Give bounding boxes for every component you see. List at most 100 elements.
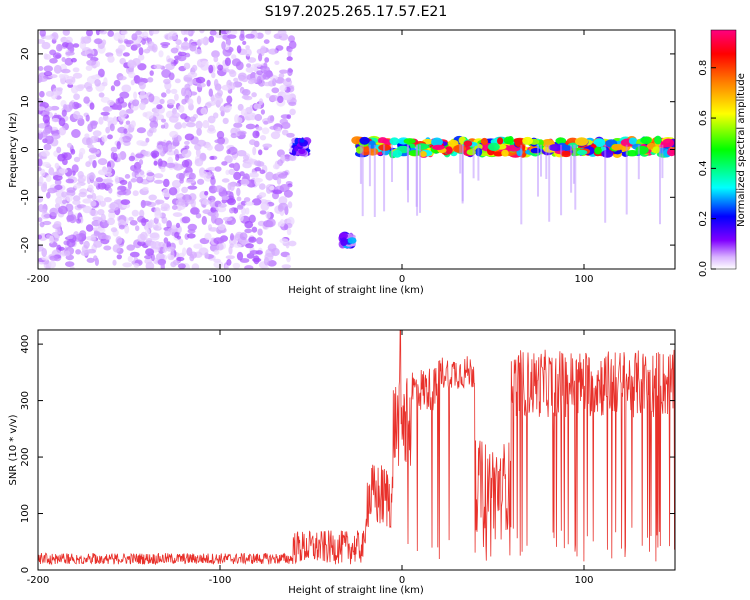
heatmap-cell: [200, 107, 208, 115]
snr-frame: [37, 329, 676, 571]
heatmap-cell: [221, 41, 226, 50]
heatmap-cell: [124, 174, 131, 179]
heatmap-cell: [233, 77, 239, 83]
heatmap-cell: [72, 72, 83, 79]
heatmap-cell: [68, 214, 77, 224]
snr-y-axis-label: SNR (10 * v/v): [8, 414, 19, 485]
heatmap-cell: [286, 114, 292, 120]
heatmap-cell: [279, 238, 289, 244]
heatmap-cell: [209, 30, 217, 36]
heatmap-cell: [277, 159, 283, 167]
heatmap-cell: [79, 147, 86, 156]
heatmap-cell: [278, 196, 288, 205]
heatmap-cell: [94, 38, 103, 45]
heatmap-cell: [279, 84, 287, 92]
heatmap-cell: [207, 115, 216, 124]
heatmap-cell: [53, 64, 62, 74]
heatmap-cell: [197, 178, 205, 185]
heatmap-cell: [125, 120, 131, 125]
heatmap-cell: [123, 124, 129, 130]
heatmap-cell: [48, 260, 57, 269]
heatmap-cell: [142, 112, 148, 118]
heatmap-cell: [339, 232, 348, 240]
heatmap-cell: [173, 58, 179, 65]
heatmap-cell: [259, 183, 266, 190]
heatmap-x-tick-label: 100: [574, 274, 593, 285]
heatmap-cell: [204, 191, 209, 196]
heatmap-cell: [201, 215, 207, 225]
heatmap-cell: [163, 178, 170, 188]
heatmap-cell: [284, 156, 290, 162]
heatmap-cell: [222, 47, 232, 57]
heatmap-cell: [279, 219, 285, 227]
heatmap-cell: [129, 251, 140, 258]
snr-y-tick-label: 0: [20, 567, 31, 573]
heatmap-cell: [38, 166, 42, 172]
heatmap-cell: [444, 146, 453, 155]
heatmap-cell: [58, 117, 66, 127]
heatmap-cell: [625, 150, 639, 157]
snr-y-tick-label: 200: [20, 448, 31, 467]
heatmap-cell: [208, 64, 214, 74]
heatmap-cell: [288, 101, 297, 107]
heatmap-cell: [186, 122, 196, 128]
heatmap-cell: [110, 152, 115, 160]
heatmap-cell: [92, 160, 97, 169]
heatmap-cell: [403, 138, 416, 145]
heatmap-y-tick-label: 20: [20, 48, 31, 61]
heatmap-cell: [138, 159, 144, 166]
heatmap-cell: [201, 199, 211, 206]
heatmap-cell: [42, 220, 52, 226]
heatmap-cell: [124, 39, 134, 45]
heatmap-cell: [210, 210, 219, 220]
heatmap-cell: [169, 130, 179, 138]
heatmap-cell: [252, 146, 257, 156]
heatmap-cell: [90, 135, 99, 144]
heatmap-cell: [221, 178, 230, 183]
heatmap-cell: [160, 124, 166, 129]
heatmap-cell: [242, 40, 247, 46]
heatmap-cell: [667, 148, 675, 157]
heatmap-cell: [251, 226, 258, 233]
heatmap-cell: [156, 104, 163, 110]
heatmap-cell: [191, 263, 200, 269]
heatmap-cell: [170, 88, 178, 94]
heatmap-cell: [217, 203, 227, 208]
heatmap-cell: [90, 74, 101, 80]
heatmap-cell: [209, 199, 216, 208]
heatmap-cell: [130, 178, 137, 183]
heatmap-cell: [254, 167, 261, 172]
heatmap-cell: [49, 255, 59, 261]
heatmap-cell: [265, 92, 271, 99]
snr-line: [38, 330, 675, 566]
heatmap-cell: [174, 78, 181, 84]
heatmap-cell: [128, 71, 136, 79]
heatmap-cell: [447, 139, 459, 147]
heatmap-cell: [560, 150, 572, 158]
heatmap-cell: [66, 142, 73, 148]
heatmap-cell: [149, 120, 159, 129]
heatmap-cell: [51, 118, 60, 123]
heatmap-cell: [208, 227, 218, 232]
heatmap-cell: [281, 264, 292, 269]
heatmap-cell: [277, 95, 284, 104]
heatmap-cell: [161, 69, 172, 78]
heatmap-cell: [93, 231, 101, 237]
heatmap-cell: [169, 35, 179, 40]
heatmap-cell: [171, 179, 182, 189]
heatmap-cell: [82, 198, 92, 204]
heatmap-cell: [228, 146, 238, 155]
heatmap-cell: [41, 161, 51, 167]
heatmap-cell: [150, 253, 155, 262]
heatmap-cell: [249, 139, 256, 146]
heatmap-cell: [97, 209, 105, 216]
heatmap-cell: [258, 98, 264, 106]
heatmap-cell: [107, 99, 115, 106]
heatmap-cell: [108, 210, 116, 220]
heatmap-cell: [153, 217, 159, 225]
heatmap-cell: [45, 175, 52, 182]
snr-x-tick-label: 100: [574, 575, 593, 586]
heatmap-cell: [165, 246, 176, 252]
heatmap-cell: [263, 81, 273, 87]
heatmap-cell: [87, 184, 94, 192]
